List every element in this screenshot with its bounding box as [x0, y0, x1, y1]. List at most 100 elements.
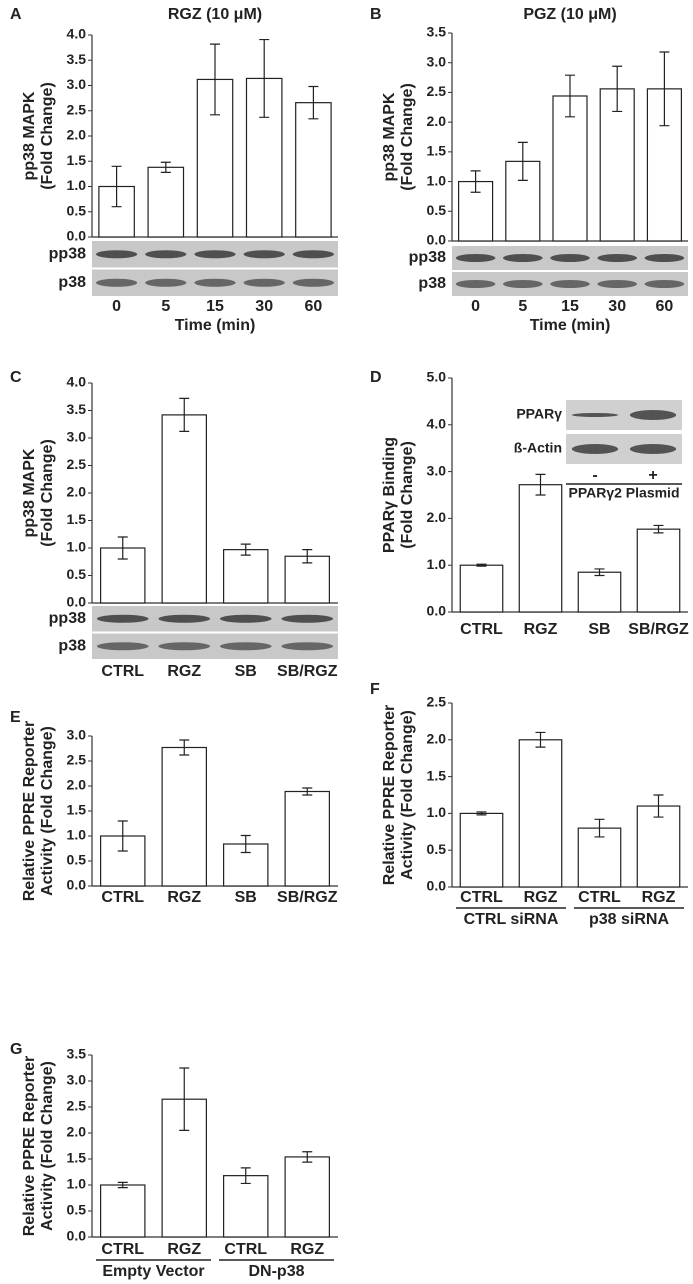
y-tick-label: 0.5 — [427, 202, 447, 218]
panel-letter: B — [370, 6, 382, 23]
y-axis-label: Relative PPRE Reporter — [21, 721, 38, 902]
blot-band — [455, 254, 496, 262]
blot-band — [145, 278, 187, 287]
bar — [147, 166, 185, 238]
panel-letter: A — [10, 6, 22, 23]
y-tick-label: 0.5 — [67, 852, 87, 868]
blot-label: pp38 — [49, 245, 86, 262]
panel-letter: F — [370, 681, 380, 698]
x-tick-label: 0 — [471, 298, 480, 315]
blot-band — [219, 614, 272, 623]
blot-band — [644, 254, 685, 262]
x-tick-label: 0 — [112, 298, 121, 315]
blot-band — [194, 250, 236, 259]
y-tick-label: 2.0 — [67, 777, 87, 793]
y-tick-label: 1.5 — [427, 143, 447, 159]
y-axis-label: Activity (Fold Change) — [39, 726, 56, 896]
bar — [284, 555, 330, 604]
blot-band — [219, 642, 272, 651]
y-tick-label: 3.5 — [67, 51, 87, 67]
blot-label: p38 — [418, 275, 446, 292]
blot-band — [644, 280, 685, 288]
y-tick-label: 1.0 — [427, 172, 447, 188]
bar — [636, 805, 681, 888]
y-tick-label: 5.0 — [427, 369, 447, 385]
blot-label: p38 — [58, 274, 86, 291]
y-tick-label: 0.5 — [67, 566, 87, 582]
y-tick-label: 2.5 — [427, 694, 447, 710]
x-tick-label: RGZ — [290, 1241, 324, 1258]
x-tick-label: 60 — [656, 298, 674, 315]
error-bar — [653, 524, 664, 534]
blot-band — [158, 614, 211, 623]
y-tick-label: 1.5 — [67, 1150, 87, 1166]
y-axis-label: Relative PPRE Reporter — [381, 705, 398, 886]
error-bar — [179, 1067, 190, 1131]
y-tick-label: 2.5 — [67, 752, 87, 768]
x-tick-label: CTRL — [101, 889, 144, 906]
error-bar — [302, 549, 313, 564]
y-tick-label: 1.0 — [427, 556, 447, 572]
x-axis-label: Time (min) — [530, 317, 611, 334]
bar — [284, 790, 330, 887]
blot-label: pp38 — [49, 610, 86, 627]
bar — [284, 1156, 330, 1238]
y-tick-label: 2.0 — [67, 484, 87, 500]
bar — [636, 528, 681, 613]
y-tick-label: 3.5 — [427, 24, 447, 40]
y-tick-label: 1.5 — [67, 802, 87, 818]
x-tick-label: 5 — [161, 298, 170, 315]
x-tick-label: RGZ — [167, 889, 201, 906]
chart-title: RGZ (10 μM) — [168, 6, 262, 23]
bar — [223, 549, 269, 604]
bar — [599, 88, 635, 242]
y-tick-label: 0.5 — [67, 1202, 87, 1218]
y-axis-label: Activity (Fold Change) — [399, 710, 416, 880]
y-tick-label: 2.0 — [427, 113, 447, 129]
x-tick-label: CTRL — [101, 663, 144, 680]
y-tick-label: 2.5 — [67, 456, 87, 472]
blot-band — [597, 254, 638, 262]
y-tick-label: 2.0 — [67, 1124, 87, 1140]
y-tick-label: 2.5 — [67, 101, 87, 117]
chart-title: PGZ (10 μM) — [523, 6, 616, 23]
x-tick-label: RGZ — [524, 889, 558, 906]
blot-band — [158, 642, 211, 651]
x-tick-label: SB — [235, 889, 257, 906]
y-axis-label: pp38 MAPK — [21, 91, 38, 180]
inset-band — [571, 413, 619, 417]
inset-row-label: PPARγ — [516, 406, 562, 422]
blot-band — [194, 278, 236, 287]
group-label: DN-p38 — [248, 1263, 304, 1280]
x-axis-label: Time (min) — [175, 317, 256, 334]
x-tick-label: SB — [588, 621, 610, 638]
y-tick-label: 3.5 — [67, 1046, 87, 1062]
blot-band — [550, 254, 590, 262]
bar — [459, 812, 504, 888]
error-bar — [517, 141, 528, 181]
error-bar — [594, 568, 605, 577]
y-tick-label: 3.0 — [67, 1072, 87, 1088]
y-tick-label: 2.5 — [67, 1098, 87, 1114]
error-bar — [565, 74, 575, 118]
error-bar — [111, 165, 122, 208]
y-tick-label: 2.5 — [427, 83, 447, 99]
y-tick-label: 1.0 — [427, 804, 447, 820]
error-bar — [302, 1151, 313, 1163]
error-bar — [476, 563, 487, 567]
bar — [295, 102, 332, 238]
x-tick-label: SB/RGZ — [277, 889, 338, 906]
x-tick-label: CTRL — [224, 1241, 267, 1258]
bar — [223, 1175, 269, 1238]
blot-label: pp38 — [409, 249, 446, 266]
error-bar — [179, 397, 190, 432]
y-tick-label: 0.0 — [427, 603, 447, 619]
bar — [161, 746, 207, 887]
blot-band — [96, 614, 149, 623]
blot-band — [243, 250, 285, 259]
error-bar — [210, 43, 220, 116]
blot-band — [95, 278, 138, 287]
y-tick-label: 3.0 — [427, 462, 447, 478]
bar — [100, 547, 146, 604]
inset-band — [571, 444, 619, 454]
